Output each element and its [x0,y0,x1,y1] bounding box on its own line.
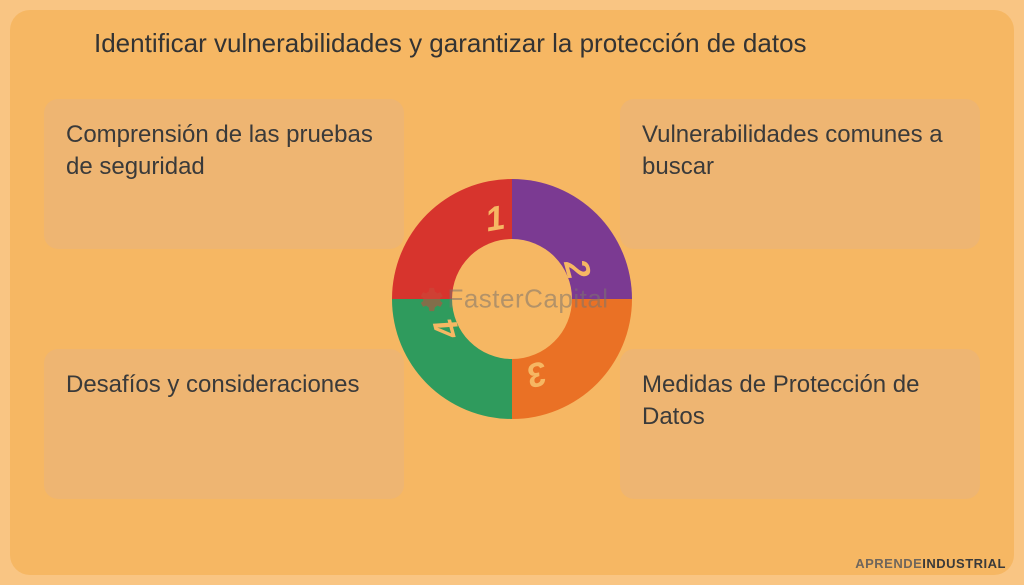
box-text: Medidas de Protección de Datos [642,371,920,430]
donut-ring: 1 2 3 4 [392,179,632,419]
footer-part1: APRENDE [855,556,922,571]
box-top-right: Vulnerabilidades comunes a buscar [620,99,980,249]
box-text: Desafíos y consideraciones [66,371,359,398]
segment-number-2: 2 [554,249,600,288]
box-text: Vulnerabilidades comunes a buscar [642,121,943,180]
page-title: Identificar vulnerabilidades y garantiza… [94,28,980,59]
footer-part2: INDUSTRIAL [922,556,1006,571]
box-bottom-left: Desafíos y consideraciones [44,349,404,499]
page-root: Identificar vulnerabilidades y garantiza… [0,0,1024,585]
segment-number-1: 1 [477,197,513,242]
box-top-left: Comprensión de las pruebas de seguridad [44,99,404,249]
content-grid: Comprensión de las pruebas de seguridad … [44,99,980,499]
box-bottom-right: Medidas de Protección de Datos [620,349,980,499]
footer-brand: APRENDEINDUSTRIAL [855,556,1006,571]
segment-number-4: 4 [424,309,470,348]
segment-number-3: 3 [517,351,556,397]
infographic-card: Identificar vulnerabilidades y garantiza… [10,10,1014,575]
box-text: Comprensión de las pruebas de seguridad [66,121,373,180]
donut-chart: 1 2 3 4 FasterCapital [392,179,632,419]
